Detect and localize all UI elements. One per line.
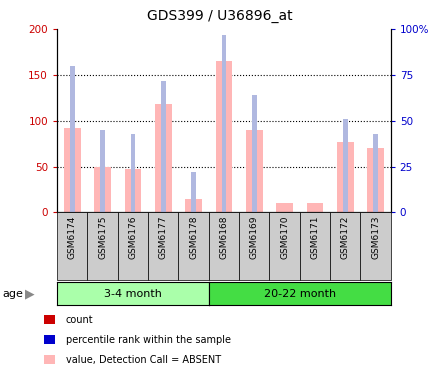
Bar xyxy=(94,167,111,212)
Bar xyxy=(191,172,195,212)
Bar xyxy=(124,169,141,212)
Bar xyxy=(336,142,353,212)
Text: GSM6173: GSM6173 xyxy=(370,216,379,259)
Bar xyxy=(215,61,232,212)
Text: ▶: ▶ xyxy=(25,287,35,300)
Bar xyxy=(342,119,347,212)
Bar xyxy=(372,134,377,212)
Text: GSM6175: GSM6175 xyxy=(98,216,107,259)
Bar xyxy=(64,128,81,212)
Bar xyxy=(221,35,226,212)
Text: 20-22 month: 20-22 month xyxy=(263,288,335,299)
Bar xyxy=(100,130,105,212)
Text: GDS399 / U36896_at: GDS399 / U36896_at xyxy=(146,9,292,23)
Text: GSM6174: GSM6174 xyxy=(67,216,77,259)
Text: value, Detection Call = ABSENT: value, Detection Call = ABSENT xyxy=(66,355,220,365)
Text: GSM6177: GSM6177 xyxy=(159,216,167,259)
Text: GSM6168: GSM6168 xyxy=(219,216,228,259)
Bar xyxy=(276,203,292,212)
Text: count: count xyxy=(66,314,93,325)
Bar xyxy=(251,95,256,212)
Text: GSM6172: GSM6172 xyxy=(340,216,349,259)
Text: GSM6169: GSM6169 xyxy=(249,216,258,259)
Text: GSM6176: GSM6176 xyxy=(128,216,137,259)
Bar xyxy=(366,148,383,212)
Text: 3-4 month: 3-4 month xyxy=(104,288,162,299)
Bar xyxy=(306,203,322,212)
Text: GSM6178: GSM6178 xyxy=(189,216,198,259)
Text: GSM6171: GSM6171 xyxy=(310,216,319,259)
Bar xyxy=(70,66,74,212)
Bar xyxy=(160,81,165,212)
Bar xyxy=(155,104,171,212)
Bar xyxy=(185,198,201,212)
Text: percentile rank within the sample: percentile rank within the sample xyxy=(66,335,230,345)
Bar xyxy=(245,130,262,212)
Bar xyxy=(130,134,135,212)
Text: age: age xyxy=(2,288,23,299)
Text: GSM6170: GSM6170 xyxy=(279,216,288,259)
